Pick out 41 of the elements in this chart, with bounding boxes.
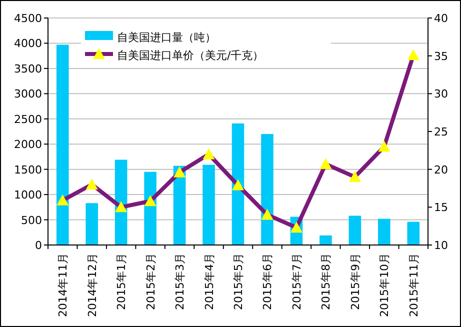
legend-label: 自美国进口量（吨） <box>117 31 216 44</box>
y-tick-label: 1500 <box>14 163 42 176</box>
bar <box>232 123 244 245</box>
x-tick-label: 2015年10月 <box>378 253 392 317</box>
y2-tick-label: 30 <box>434 88 448 101</box>
x-tick-label: 2015年4月 <box>202 253 216 310</box>
x-tick-label: 2015年11月 <box>407 253 420 317</box>
x-tick-label: 2015年2月 <box>144 253 158 310</box>
bar <box>261 134 274 245</box>
y-tick-label: 2500 <box>14 112 42 126</box>
y-tick-label: 0 <box>35 239 42 252</box>
y2-tick-label: 10 <box>434 239 448 252</box>
bar <box>407 222 420 245</box>
x-tick-label: 2015年8月 <box>320 253 333 310</box>
y-tick-label: 4000 <box>14 37 42 50</box>
y-tick-label: 1000 <box>14 188 42 202</box>
y2-tick-label: 40 <box>434 12 448 25</box>
y2-tick-label: 20 <box>434 163 448 176</box>
x-tick-label: 2015年3月 <box>174 253 187 310</box>
x-tick-label: 2014年12月 <box>86 253 99 317</box>
x-tick-label: 2015年5月 <box>232 253 245 310</box>
bar <box>56 44 69 245</box>
y-tick-label: 500 <box>21 214 42 227</box>
bar <box>86 203 98 245</box>
x-tick-label: 2015年7月 <box>290 253 304 310</box>
legend-label: 自美国进口单价（美元/千克） <box>117 49 264 62</box>
y-tick-label: 4500 <box>14 12 42 25</box>
y-tick-label: 3500 <box>14 62 42 76</box>
bar <box>202 164 215 245</box>
y2-tick-label: 15 <box>434 201 448 214</box>
x-tick-label: 2015年9月 <box>348 253 362 310</box>
y-tick-label: 2000 <box>14 138 42 152</box>
y2-tick-label: 35 <box>434 50 448 63</box>
y2-tick-label: 25 <box>434 126 448 138</box>
bar <box>378 218 390 245</box>
y-tick-label: 3000 <box>14 88 42 101</box>
bar <box>348 216 362 245</box>
x-tick-label: 2014年11月 <box>56 253 70 317</box>
bar <box>320 235 332 245</box>
x-tick-label: 2015年1月 <box>115 253 128 310</box>
x-tick-label: 2015年6月 <box>261 253 274 310</box>
